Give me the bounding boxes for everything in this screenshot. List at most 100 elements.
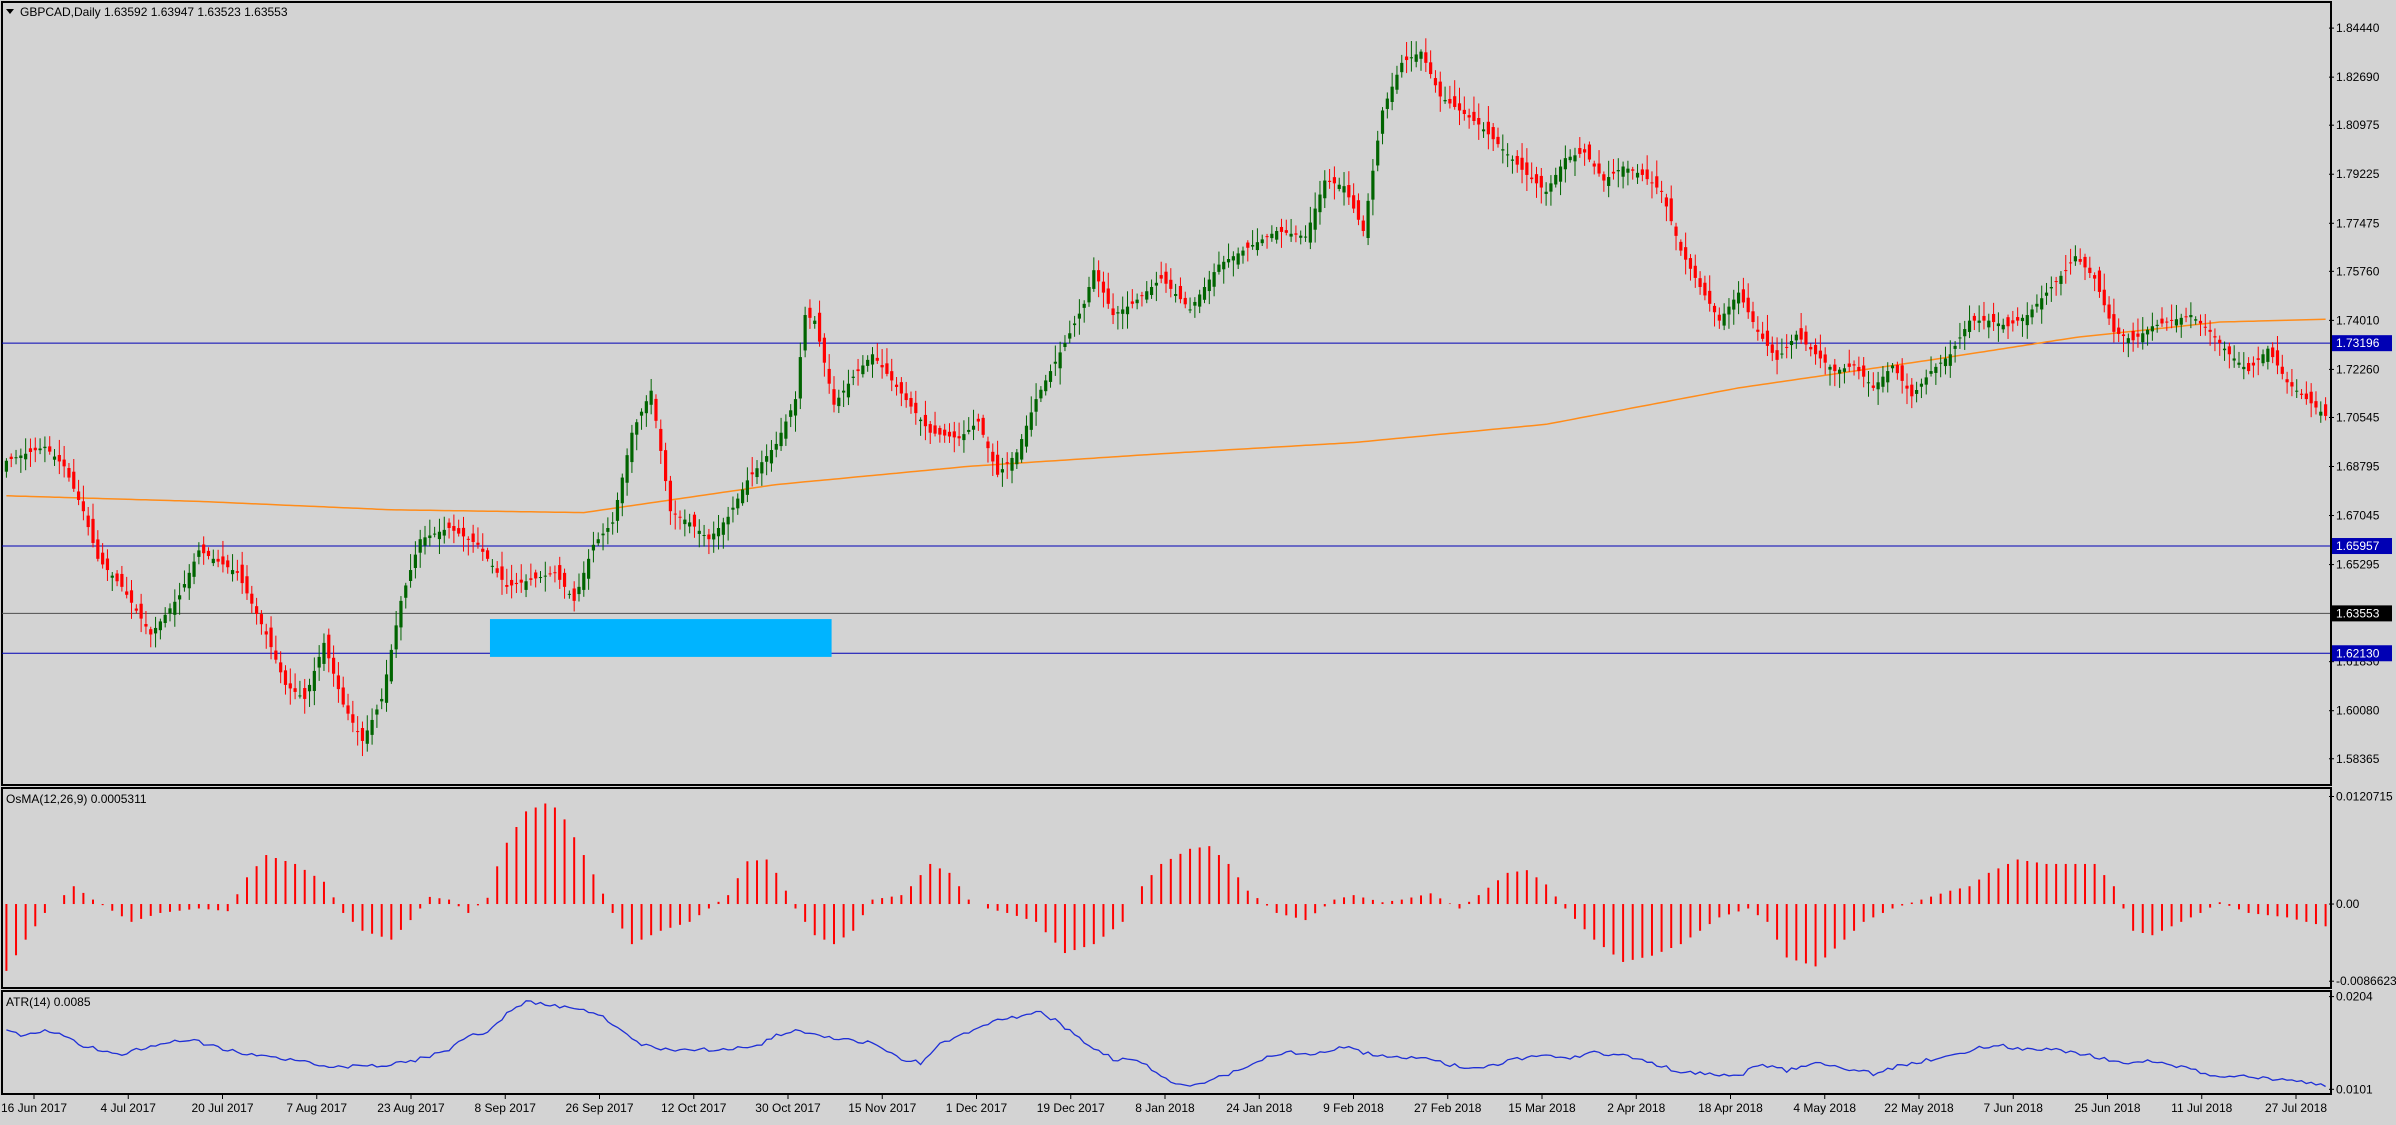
bear-candle	[1852, 364, 1856, 366]
bear-candle	[1525, 162, 1529, 175]
bear-candle	[91, 518, 95, 543]
bear-candle	[1530, 177, 1534, 180]
bear-candle	[856, 369, 860, 372]
bull-candle	[1039, 389, 1043, 399]
bear-candle	[1645, 169, 1649, 180]
time-tick-label: 16 Jun 2017	[1, 1101, 67, 1115]
bull-candle	[1260, 239, 1264, 244]
bull-candle	[1943, 358, 1948, 367]
bear-candle	[1857, 366, 1861, 372]
bear-candle	[673, 513, 677, 515]
bear-candle	[1910, 384, 1914, 397]
bull-candle	[1510, 159, 1515, 161]
bull-candle	[1313, 208, 1317, 230]
bull-candle	[1996, 323, 2001, 327]
bear-candle	[1457, 103, 1462, 111]
ohlc-label: 1.63592 1.63947 1.63523 1.63553	[104, 5, 288, 19]
bull-candle	[2189, 315, 2193, 318]
bear-candle	[663, 450, 668, 482]
bear-candle	[899, 382, 903, 394]
price-axis: 1.84440 1.82690 1.80975 1.79225 1.77475 1.757…	[2329, 21, 2380, 766]
bear-candle	[678, 516, 682, 518]
price-tick-label: 1.70545	[2336, 410, 2380, 424]
bear-candle	[1433, 78, 1438, 86]
bull-candle	[1020, 439, 1024, 460]
bull-candle	[1789, 340, 1794, 346]
bull-candle	[837, 397, 841, 407]
bull-candle	[601, 533, 605, 536]
bull-candle	[1838, 369, 1842, 374]
bull-candle	[842, 390, 846, 393]
bear-candle	[1698, 278, 1702, 288]
bull-candle	[1958, 337, 1962, 339]
bear-candle	[2064, 270, 2068, 272]
bear-candle	[9, 456, 13, 460]
bull-candle	[1549, 183, 1553, 192]
bear-candle	[2088, 267, 2092, 274]
bear-candle	[226, 560, 230, 568]
bull-candle	[1727, 306, 1731, 315]
bear-candle	[331, 657, 336, 674]
bear-candle	[885, 363, 889, 374]
bear-candle	[1770, 344, 1774, 353]
bull-candle	[1231, 256, 1235, 261]
price-tick-label: 1.82690	[2336, 70, 2380, 84]
bull-candle	[1732, 299, 1736, 310]
bull-candle	[577, 586, 581, 595]
bull-candle	[1029, 412, 1033, 430]
bear-candle	[1982, 315, 1986, 321]
bull-candle	[1241, 250, 1245, 256]
bear-candle	[1991, 313, 1996, 323]
bull-candle	[1376, 140, 1380, 166]
bull-candle	[230, 570, 235, 575]
bull-candle	[1087, 287, 1091, 303]
bull-candle	[178, 595, 182, 600]
bear-candle	[2054, 281, 2058, 283]
bull-candle	[967, 429, 971, 432]
bear-candle	[1169, 279, 1173, 289]
bear-candle	[1578, 148, 1582, 154]
bull-candle	[1174, 294, 1178, 296]
bull-candle	[861, 365, 865, 375]
bull-candle	[1828, 366, 1832, 370]
bear-candle	[1602, 174, 1606, 181]
bull-candle	[187, 572, 191, 589]
collapse-triangle-icon[interactable]	[6, 9, 14, 14]
bear-candle	[2198, 320, 2203, 324]
bull-candle	[582, 572, 586, 590]
bull-candle	[716, 528, 721, 537]
bull-candle	[2020, 317, 2025, 322]
bull-candle	[2295, 390, 2299, 392]
bull-candle	[1270, 233, 1274, 239]
bear-candle	[558, 565, 562, 580]
bear-candle	[1765, 330, 1770, 346]
bear-candle	[86, 515, 90, 528]
bull-candle	[1226, 258, 1231, 263]
bear-candle	[1448, 98, 1452, 104]
bull-candle	[1048, 371, 1053, 382]
bull-candle	[919, 419, 923, 422]
zone-highlight[interactable]	[489, 619, 832, 657]
bull-candle	[52, 456, 57, 460]
bear-candle	[534, 572, 538, 579]
bull-candle	[433, 533, 437, 535]
bull-candle	[765, 456, 769, 462]
osma-axis: 0.0120715 0.00 -0.0086623	[2329, 789, 2396, 988]
bear-candle	[1761, 333, 1765, 339]
bull-candle	[611, 522, 615, 524]
bear-candle	[1650, 182, 1654, 184]
price-tick-label: 1.65295	[2336, 558, 2380, 572]
bear-candle	[240, 564, 244, 584]
bear-candle	[1111, 308, 1115, 316]
bull-candle	[1385, 98, 1389, 109]
bear-candle	[76, 491, 81, 500]
bear-candle	[2247, 363, 2251, 372]
time-tick-label: 9 Feb 2018	[1323, 1101, 1384, 1115]
bull-candle	[1621, 166, 1625, 177]
bull-candle	[375, 709, 379, 715]
bull-candle	[1303, 236, 1308, 238]
bull-candle	[1635, 172, 1640, 178]
bear-candle	[894, 384, 899, 387]
